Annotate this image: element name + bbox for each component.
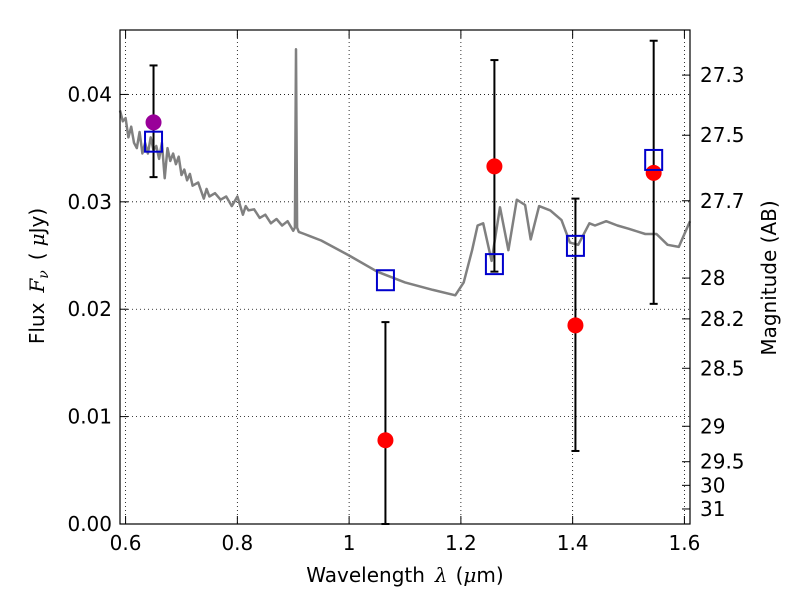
data-points-layer [144,114,664,449]
x-tick-labels: 0.6 0.8 1 1.2 1.4 1.6 [110,531,701,555]
observed-flux-point [567,317,584,334]
y2-tick-label: 29 [700,414,725,438]
y-axis-label-subscript: ν [36,270,52,279]
x-axis-label-text: Wavelength [306,563,425,587]
y-axis-label-unit-mu: μ [25,233,49,246]
model-flux-square [644,148,664,171]
y-tick-label: 0.00 [67,512,112,536]
x-axis-label: Wavelength λ (μm) [306,563,503,587]
x-tick-label: 1.2 [445,531,477,555]
x-axis-label-symbol: λ [434,563,448,587]
y2-tick-label: 28 [700,266,725,290]
y2-axis-label: Magnitude (AB) [757,200,781,355]
x-tick-label: 1.6 [669,531,701,555]
x-tick-label: 0.6 [110,531,142,555]
y-tick-label: 0.03 [67,190,112,214]
model-flux-square [375,269,395,292]
y-axis-label-unit-open: ( [25,252,49,260]
model-spectrum-line [118,48,692,297]
y2-tick-label: 30 [700,473,725,497]
y-tick-label: 0.04 [67,82,112,106]
observed-flux-point [486,158,503,175]
y2-tick-label: 28.2 [700,307,745,331]
model-flux-square [565,234,585,257]
y2-tick-label: 27.3 [700,63,745,87]
model-flux-square [144,130,164,153]
y-axis-label-unit-rest: Jy) [25,208,49,236]
y-tick-label: 0.01 [67,405,112,429]
x-axis-label-unit-open: ( [456,563,464,587]
y2-tick-label: 27.7 [700,189,745,213]
grid-lines [120,30,690,525]
observed-flux-point [145,114,162,131]
y-axis-label: Flux Fν ( μJy) [25,208,52,344]
model-flux-square [484,253,504,276]
x-tick-label: 1 [343,531,356,555]
model-spectrum-layer [118,48,692,297]
y-axis-label-symbol: F [25,278,49,294]
x-tick-label: 1.4 [557,531,589,555]
plot-frame [119,29,691,525]
observed-flux-point [645,164,662,181]
x-axis-label-unit-mu: μ [463,563,476,587]
observed-flux-point [377,432,394,449]
y2-tick-label: 27.5 [700,123,745,147]
x-axis-label-unit-rest: m) [476,563,503,587]
y2-tick-label: 31 [700,497,725,521]
x-tick-label: 0.8 [221,531,253,555]
y2-tick-label: 28.5 [700,356,745,380]
y-axis-label-text: Flux [25,302,49,344]
y2-tick-label: 29.5 [700,450,745,474]
y-tick-labels: 0.00 0.01 0.02 0.03 0.04 [67,82,112,536]
tick-marks [120,30,690,525]
y-tick-label: 0.02 [67,297,112,321]
